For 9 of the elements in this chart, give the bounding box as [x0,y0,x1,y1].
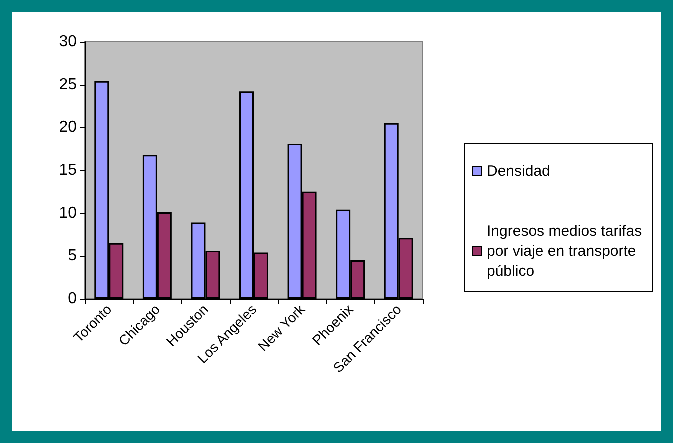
legend-label: Densidad [487,163,550,180]
y-tick-label: 15 [59,162,78,179]
y-tick-label: 25 [59,76,78,94]
y-tick-label: 20 [59,119,78,136]
y-tick-label: 10 [59,204,78,222]
y-tick-label: 5 [68,248,78,265]
legend-label: Ingresos medios tarifas por viaje en transporte público [487,223,646,280]
y-tick-label: 0 [68,290,78,308]
y-tick-label: 30 [59,34,78,50]
